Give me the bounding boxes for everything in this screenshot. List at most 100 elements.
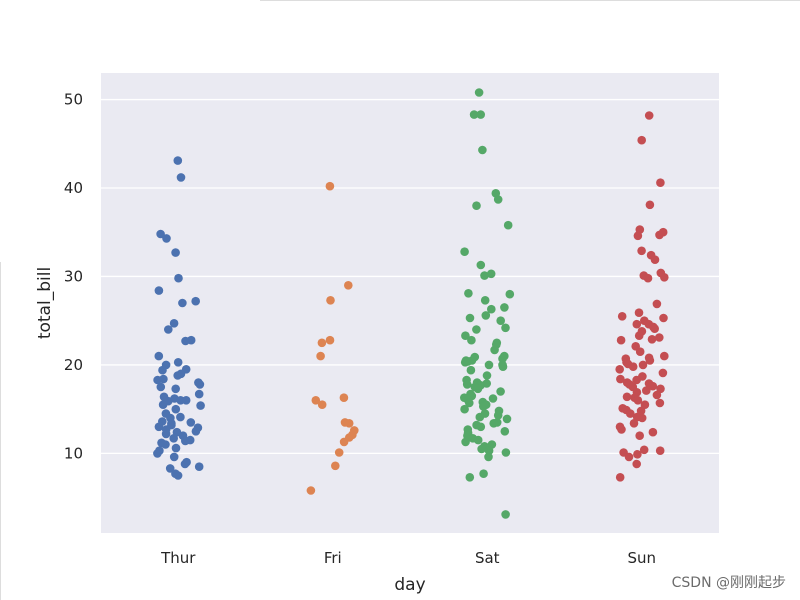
data-point-thur bbox=[180, 459, 190, 469]
data-point-sun bbox=[635, 431, 644, 441]
data-point-sun bbox=[640, 400, 650, 410]
data-point-sun bbox=[615, 473, 625, 482]
data-point-sun bbox=[622, 392, 632, 402]
data-point-thur bbox=[153, 375, 162, 385]
data-point-sat bbox=[469, 110, 479, 119]
data-point-thur bbox=[154, 286, 164, 295]
data-point-sat bbox=[479, 469, 488, 479]
data-point-sun bbox=[660, 273, 669, 282]
data-point-sun bbox=[626, 409, 635, 418]
data-point-sat bbox=[488, 394, 498, 403]
data-point-sun bbox=[637, 413, 647, 423]
data-point-sun bbox=[633, 231, 643, 241]
data-point-thur bbox=[181, 336, 190, 346]
data-point-thur bbox=[173, 371, 182, 380]
data-point-fri bbox=[325, 335, 335, 345]
data-point-sat bbox=[474, 88, 484, 97]
data-point-thur bbox=[173, 358, 183, 367]
data-point-sun bbox=[645, 200, 655, 210]
data-point-sat bbox=[501, 448, 511, 457]
data-point-thur bbox=[178, 298, 187, 308]
data-point-sat bbox=[484, 360, 494, 370]
data-point-sat bbox=[489, 419, 499, 428]
data-point-sat bbox=[460, 247, 469, 256]
data-point-sat bbox=[480, 296, 490, 305]
data-point-sat bbox=[505, 289, 515, 299]
data-point-sat bbox=[465, 473, 475, 482]
data-point-sun bbox=[634, 331, 644, 341]
data-point-thur bbox=[173, 156, 183, 165]
data-point-sat bbox=[476, 110, 486, 119]
data-point-fri bbox=[331, 461, 340, 471]
data-point-sun bbox=[632, 459, 641, 469]
data-point-sat bbox=[481, 311, 491, 320]
data-point-fri bbox=[334, 448, 344, 457]
data-point-thur bbox=[169, 434, 178, 443]
data-point-sun bbox=[655, 230, 664, 240]
data-point-thur bbox=[196, 401, 205, 410]
data-point-sat bbox=[493, 411, 503, 420]
data-point-sat bbox=[498, 354, 507, 364]
data-point-sat bbox=[478, 145, 487, 155]
data-point-sat bbox=[501, 323, 510, 333]
data-point-sun bbox=[652, 299, 662, 309]
data-point-sat bbox=[476, 422, 486, 432]
x-tick-label: Thur bbox=[160, 549, 196, 567]
data-point-thur bbox=[171, 248, 180, 257]
data-point-sat bbox=[465, 398, 474, 408]
data-point-sun bbox=[648, 427, 658, 437]
data-point-sun bbox=[643, 273, 653, 283]
data-point-sun bbox=[652, 390, 662, 400]
y-tick-label: 20 bbox=[64, 356, 83, 374]
data-point-thur bbox=[153, 449, 162, 458]
data-point-sat bbox=[472, 325, 481, 334]
data-point-sat bbox=[500, 427, 510, 436]
data-point-sun bbox=[632, 319, 642, 329]
data-point-sat bbox=[472, 201, 481, 210]
data-point-sun bbox=[628, 362, 638, 372]
data-point-sun bbox=[634, 308, 644, 318]
y-tick-label: 30 bbox=[64, 267, 83, 285]
data-point-thur bbox=[194, 389, 204, 399]
data-point-sun bbox=[639, 445, 649, 455]
data-point-sat bbox=[477, 444, 486, 454]
data-point-sun bbox=[635, 347, 645, 357]
data-point-thur bbox=[171, 443, 181, 453]
data-point-sat bbox=[464, 289, 473, 298]
data-point-sat bbox=[500, 303, 509, 312]
x-tick-labels: Thur Fri Sat Sun bbox=[160, 549, 656, 567]
data-point-thur bbox=[191, 296, 200, 306]
data-point-sat bbox=[475, 412, 485, 422]
y-tick-label: 40 bbox=[64, 179, 83, 197]
data-point-sat bbox=[496, 316, 506, 326]
data-point-sun bbox=[659, 313, 668, 323]
data-point-thur bbox=[164, 325, 173, 334]
data-point-sat bbox=[496, 387, 505, 396]
data-point-thur bbox=[162, 234, 171, 243]
data-point-sun bbox=[655, 333, 664, 342]
data-point-thur bbox=[154, 422, 164, 432]
x-tick-label: Sun bbox=[627, 549, 656, 567]
data-point-thur bbox=[158, 400, 168, 410]
data-point-sun bbox=[636, 406, 646, 416]
data-point-fri bbox=[344, 281, 353, 290]
data-point-thur bbox=[169, 452, 179, 462]
data-point-fri bbox=[339, 437, 349, 447]
data-point-fri bbox=[326, 296, 335, 305]
data-point-sat bbox=[462, 380, 472, 389]
data-point-sat bbox=[490, 345, 499, 355]
data-point-thur bbox=[171, 384, 180, 394]
data-point-sun bbox=[615, 365, 624, 374]
data-point-sat bbox=[460, 358, 470, 367]
data-point-fri bbox=[306, 486, 316, 495]
data-point-sun bbox=[655, 446, 665, 456]
data-point-sat bbox=[473, 384, 483, 394]
data-point-thur bbox=[165, 464, 175, 473]
grid-lines bbox=[101, 98, 719, 455]
data-point-sun bbox=[648, 381, 658, 391]
x-tick-label: Sat bbox=[475, 549, 500, 567]
data-point-sun bbox=[616, 335, 626, 345]
data-point-sat bbox=[467, 335, 476, 345]
data-point-fri bbox=[339, 393, 349, 403]
watermark-text: CSDN @刚刚起步 bbox=[671, 575, 786, 591]
